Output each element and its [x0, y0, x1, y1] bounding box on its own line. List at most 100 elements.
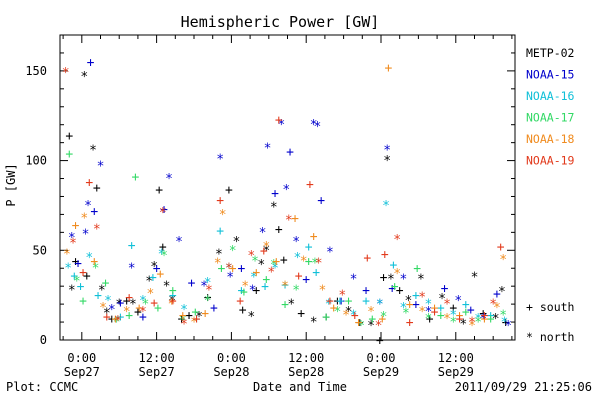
noaa-19-point-south: + [275, 113, 283, 128]
noaa-15-point-north: * [376, 298, 384, 313]
noaa-19-point-north: * [225, 262, 233, 277]
noaa-18-point-south: + [252, 265, 260, 280]
noaa-19-point-south: + [351, 308, 359, 323]
noaa-18-point-north: * [262, 240, 270, 255]
y-tick-label-50: 50 [33, 243, 47, 257]
noaa-17-point-north: * [251, 255, 259, 270]
x-tick-time-2: 0:00 [217, 351, 246, 365]
noaa-15-point-south: + [271, 186, 279, 201]
noaa-17-point-north: * [73, 274, 81, 289]
noaa-15-point-south: + [302, 273, 310, 288]
noaa-16-point-south: + [193, 312, 201, 327]
noaa-18-point-north: * [418, 305, 426, 320]
noaa-15-point-south: + [74, 256, 82, 271]
noaa-15-point-south: + [388, 281, 396, 296]
data-marks: +*+*+*+**+* +*+**++**+ + *+*+*+ *+***++*+* ++… [62, 55, 512, 348]
x-tick-date-1: Sep27 [139, 365, 175, 379]
noaa-17-point-south: + [218, 262, 226, 277]
noaa-18-point-north: * [499, 253, 507, 268]
noaa-19-point-north: * [205, 283, 213, 298]
noaa-15-point-north: * [68, 231, 76, 246]
noaa-18-point-north: * [493, 301, 501, 316]
noaa-18-point-north: * [342, 308, 350, 323]
metp-02-point-south: + [159, 240, 167, 255]
metp-02-point-south: + [275, 222, 283, 237]
noaa-16-point-north: * [424, 298, 432, 313]
noaa-18-point-north: * [219, 208, 227, 223]
noaa-19-point-north: * [93, 222, 101, 237]
noaa-19-point-south: + [236, 294, 244, 309]
noaa-19-point-south: + [193, 312, 201, 327]
noaa-16-point-north: * [64, 262, 72, 277]
x-tick-time-3: 12:00 [288, 351, 324, 365]
metp-02-point-south: + [356, 316, 364, 331]
noaa-15-point-north: * [504, 319, 512, 334]
noaa-16-point-south: + [362, 294, 370, 309]
noaa-18-point-north: * [393, 267, 401, 282]
noaa-16-point-north: * [500, 316, 508, 331]
metp-02-point-north: * [417, 273, 425, 288]
noaa-19-point-north: * [69, 237, 77, 252]
noaa-19-point-south: + [481, 308, 489, 323]
noaa-18-point-south: + [456, 308, 464, 323]
noaa-17-point-south: + [132, 170, 140, 185]
legend-entry-metp-02: METP-02 [526, 46, 574, 60]
noaa-18-point-north: * [168, 298, 176, 313]
noaa-17-point-south: + [262, 273, 270, 288]
noaa-19-point-south: + [497, 240, 505, 255]
metp-02-point-south: + [83, 269, 91, 284]
noaa-18-point-south: + [90, 255, 98, 270]
metp-02-point-north: * [215, 247, 223, 262]
noaa-17-point-south: + [437, 308, 445, 323]
footer-timestamp: 2011/09/29 21:25:06 [454, 380, 592, 394]
metp-02-point-south: + [322, 310, 330, 325]
metp-02-point-south: + [134, 305, 142, 320]
legend-entry-noaa-19: NOAA-19 [526, 154, 575, 168]
noaa-15-point-south: + [493, 287, 501, 302]
noaa-16-point-south: + [70, 269, 78, 284]
legend-marker-north: * north [526, 330, 574, 344]
metp-02-point-north: * [471, 271, 479, 286]
noaa-19-point-north: * [468, 316, 476, 331]
noaa-16-point-south: + [281, 278, 289, 293]
noaa-18-point-north: * [80, 212, 88, 227]
noaa-18-point-south: + [310, 229, 318, 244]
noaa-17-point-south: + [368, 312, 376, 327]
noaa-15-point-south: + [153, 262, 161, 277]
metp-02-point-north: * [68, 283, 76, 298]
noaa-19-point-north: * [315, 256, 323, 271]
noaa-19-point-north: * [62, 66, 70, 81]
noaa-19-point-south: + [381, 247, 389, 262]
noaa-17-point-south: + [391, 280, 399, 295]
noaa-17-point-south: + [240, 285, 248, 300]
noaa-15-point-north: * [282, 183, 290, 198]
noaa-18-point-north: * [468, 319, 476, 334]
footer-plot-credit: Plot: CCMC [6, 380, 79, 394]
metp-02-point-south: + [376, 334, 384, 349]
noaa-18-point-south: + [378, 312, 386, 327]
noaa-15-point-north: * [400, 273, 408, 288]
noaa-17-point-south: + [125, 308, 133, 323]
metp-02-point-north: * [98, 283, 106, 298]
metp-02-point-north: * [345, 305, 353, 320]
metp-02-point-north: * [262, 244, 270, 259]
metp-02-point-north: * [247, 310, 255, 325]
noaa-16-point-south: + [77, 280, 85, 295]
x-tick-date-3: Sep28 [288, 365, 324, 379]
noaa-17-point-north: * [499, 308, 507, 323]
noaa-15-point-south: + [210, 301, 218, 316]
noaa-15-point-south: + [90, 204, 98, 219]
metp-02-point-south: + [108, 312, 116, 327]
noaa-15-point-north: * [383, 143, 391, 158]
noaa-17-point-north: * [92, 262, 100, 277]
noaa-17-point-north: * [424, 312, 432, 327]
metp-02-point-south: + [225, 183, 233, 198]
metp-02-point-south: + [297, 307, 305, 322]
noaa-17-point-north: * [333, 305, 341, 320]
legend-marker-south: + south [526, 300, 574, 314]
metp-02-point-south: + [72, 255, 80, 270]
noaa-19-point-south: + [295, 269, 303, 284]
noaa-19-point-south: + [260, 244, 268, 259]
y-tick-label-150: 150 [25, 64, 47, 78]
noaa-15-point-north: * [479, 312, 487, 327]
